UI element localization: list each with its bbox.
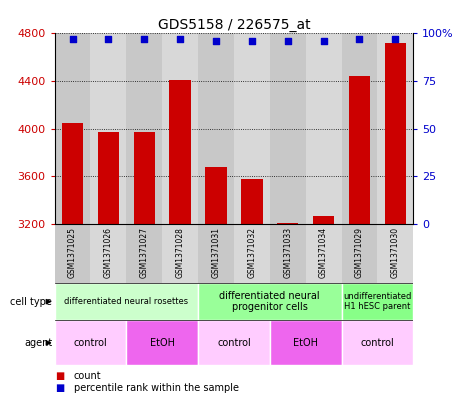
Bar bbox=[349, 76, 370, 224]
Text: agent: agent bbox=[24, 338, 52, 348]
Bar bbox=[126, 224, 162, 283]
Text: differentiated neural rosettes: differentiated neural rosettes bbox=[64, 297, 189, 306]
Bar bbox=[198, 224, 234, 283]
Bar bbox=[306, 33, 342, 224]
Bar bbox=[342, 320, 413, 365]
Bar bbox=[385, 43, 406, 224]
Bar bbox=[378, 224, 413, 283]
Text: GSM1371034: GSM1371034 bbox=[319, 227, 328, 278]
Bar bbox=[270, 33, 306, 224]
Text: ■: ■ bbox=[55, 371, 64, 382]
Bar bbox=[55, 224, 91, 283]
Bar bbox=[170, 80, 191, 224]
Text: differentiated neural
progenitor cells: differentiated neural progenitor cells bbox=[219, 291, 320, 312]
Text: control: control bbox=[361, 338, 394, 348]
Text: GSM1371025: GSM1371025 bbox=[68, 227, 77, 278]
Point bbox=[69, 36, 76, 42]
Text: GSM1371028: GSM1371028 bbox=[176, 227, 185, 278]
Bar bbox=[270, 224, 306, 283]
Text: count: count bbox=[74, 371, 101, 382]
Bar bbox=[162, 33, 198, 224]
Text: undifferentiated
H1 hESC parent: undifferentiated H1 hESC parent bbox=[343, 292, 411, 311]
Bar bbox=[126, 320, 198, 365]
Text: GSM1371030: GSM1371030 bbox=[391, 227, 400, 278]
Bar bbox=[342, 224, 378, 283]
Point bbox=[356, 36, 363, 42]
Bar bbox=[241, 179, 263, 224]
Text: GSM1371026: GSM1371026 bbox=[104, 227, 113, 278]
Bar bbox=[55, 33, 90, 224]
Bar bbox=[133, 132, 155, 224]
Bar bbox=[205, 167, 227, 224]
Text: GSM1371027: GSM1371027 bbox=[140, 227, 149, 278]
Text: control: control bbox=[74, 338, 107, 348]
Point bbox=[212, 38, 220, 44]
Bar bbox=[91, 224, 126, 283]
Title: GDS5158 / 226575_at: GDS5158 / 226575_at bbox=[158, 18, 310, 32]
Bar bbox=[234, 33, 270, 224]
Text: GSM1371033: GSM1371033 bbox=[283, 227, 292, 278]
Point bbox=[176, 36, 184, 42]
Bar bbox=[55, 320, 126, 365]
Bar bbox=[198, 320, 270, 365]
Bar bbox=[98, 132, 119, 224]
Text: GSM1371029: GSM1371029 bbox=[355, 227, 364, 278]
Bar bbox=[313, 216, 334, 224]
Bar bbox=[90, 33, 126, 224]
Bar bbox=[234, 224, 270, 283]
Bar bbox=[342, 33, 378, 224]
Bar bbox=[162, 224, 198, 283]
Bar bbox=[198, 283, 342, 320]
Bar bbox=[55, 283, 198, 320]
Bar bbox=[377, 33, 413, 224]
Point bbox=[104, 36, 112, 42]
Bar bbox=[342, 283, 413, 320]
Text: cell type: cell type bbox=[10, 297, 52, 307]
Text: ■: ■ bbox=[55, 383, 64, 393]
Text: GSM1371031: GSM1371031 bbox=[211, 227, 220, 278]
Text: GSM1371032: GSM1371032 bbox=[247, 227, 257, 278]
Bar bbox=[270, 320, 342, 365]
Bar bbox=[126, 33, 162, 224]
Text: EtOH: EtOH bbox=[293, 338, 318, 348]
Point bbox=[141, 36, 148, 42]
Text: percentile rank within the sample: percentile rank within the sample bbox=[74, 383, 238, 393]
Bar bbox=[277, 223, 298, 224]
Point bbox=[320, 38, 327, 44]
Bar bbox=[306, 224, 342, 283]
Text: EtOH: EtOH bbox=[150, 338, 175, 348]
Bar bbox=[198, 33, 234, 224]
Point bbox=[284, 38, 292, 44]
Point bbox=[248, 38, 256, 44]
Text: control: control bbox=[217, 338, 251, 348]
Point bbox=[391, 36, 399, 42]
Bar bbox=[62, 123, 83, 224]
